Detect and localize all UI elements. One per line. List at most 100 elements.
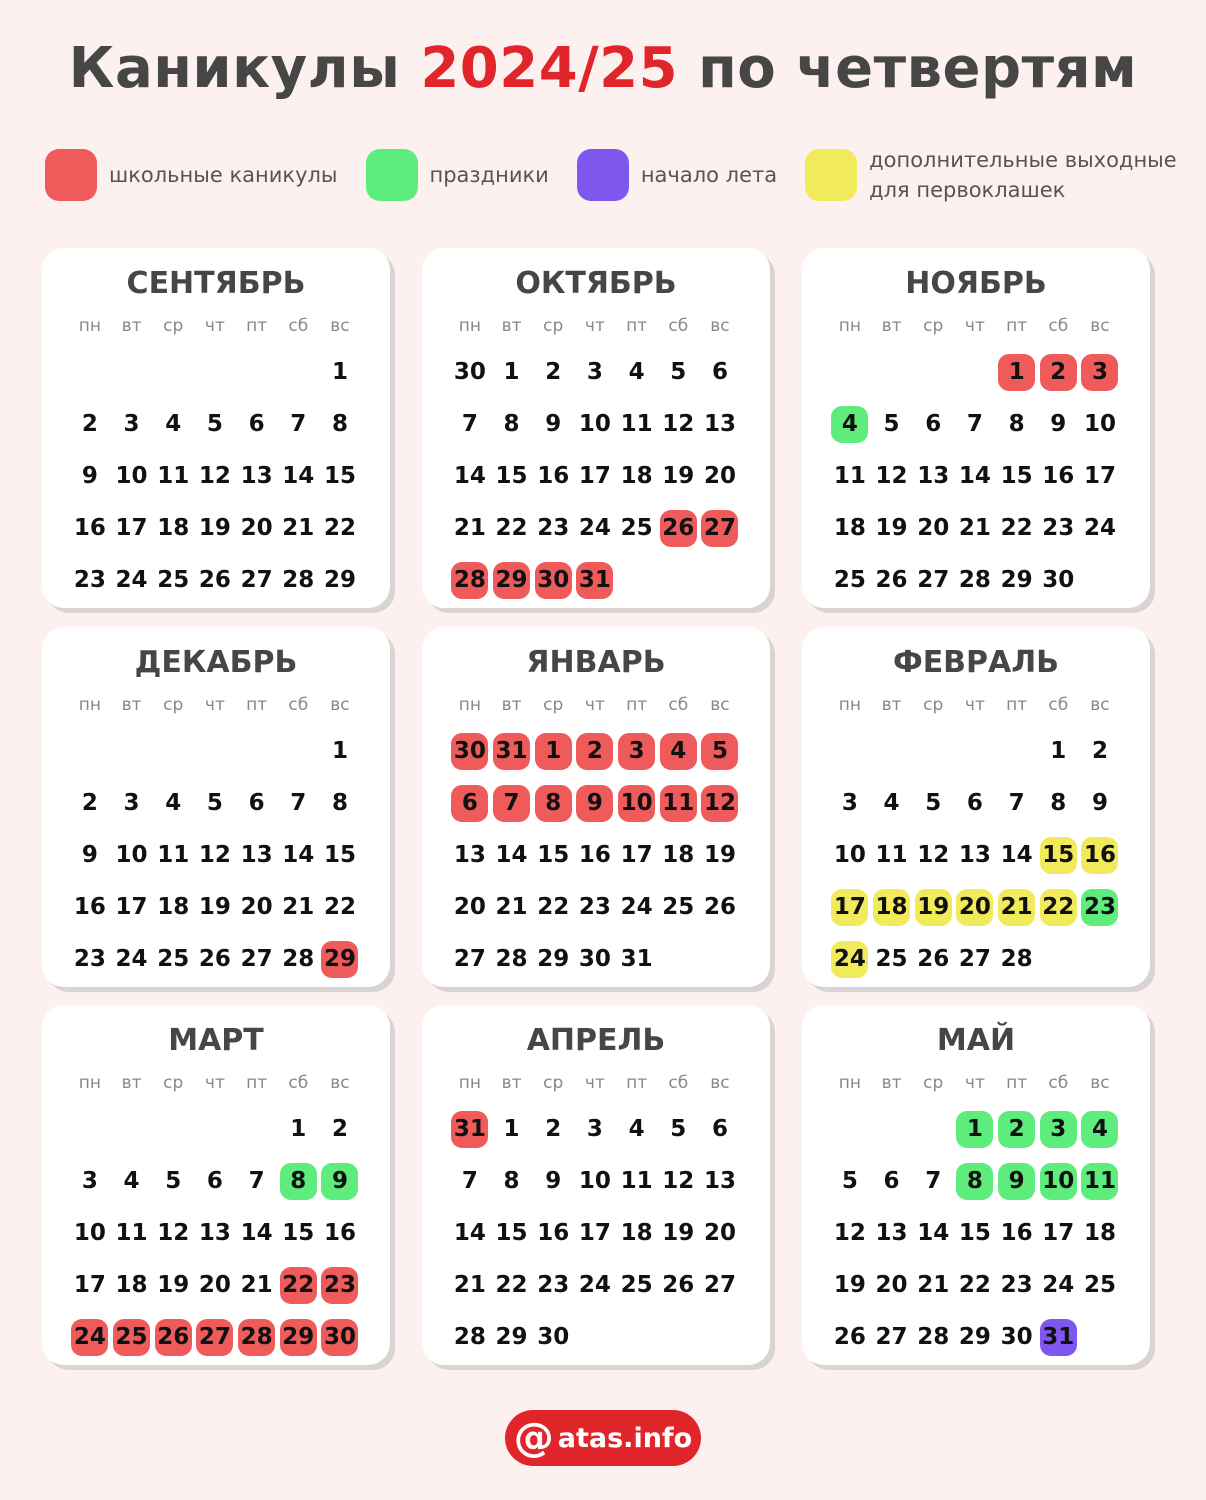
- day-cell: 17: [73, 1272, 106, 1298]
- day-cell: 28: [453, 1324, 486, 1350]
- day-cell-holiday: 2: [996, 1103, 1038, 1155]
- day-cell-vacation: 1: [996, 346, 1038, 398]
- weekday-label: сб: [1048, 1073, 1069, 1093]
- empty-cell: [1079, 1311, 1121, 1363]
- day-cell: 22: [495, 1272, 528, 1298]
- day-cell: 8: [331, 790, 348, 816]
- empty-cell: [699, 1311, 741, 1363]
- empty-cell: [912, 346, 954, 398]
- weekday-label: пт: [1006, 316, 1028, 336]
- month-card: МАЙ пн вт ср чт пт сб вс 1 2 3 4 5 6 7 8 9 10 11 12 13 14 15 16…: [802, 1005, 1150, 1365]
- weekday-label: пт: [626, 695, 648, 715]
- day-cell-vacation: 28: [449, 554, 491, 606]
- day-cell: 25: [157, 567, 190, 593]
- day-cell: 25: [875, 946, 908, 972]
- day-cell-vacation: 10: [616, 777, 658, 829]
- day-cell: 26: [703, 894, 736, 920]
- empty-cell: [699, 554, 741, 606]
- weekday-label: сб: [668, 316, 689, 336]
- day-cell: 9: [545, 411, 562, 437]
- day-cell: 14: [1000, 842, 1033, 868]
- day-cell: 14: [495, 842, 528, 868]
- empty-cell: [699, 933, 741, 985]
- day-cell: 22: [537, 894, 570, 920]
- day-cell: 22: [958, 1272, 991, 1298]
- day-cell-vacation: 22: [277, 1259, 319, 1311]
- weekday-label: вс: [1090, 695, 1110, 715]
- day-cell-vacation: 9: [574, 777, 616, 829]
- day-cell-holiday: 23: [1079, 881, 1121, 933]
- empty-cell: [111, 725, 153, 777]
- day-cell: 13: [198, 1220, 231, 1246]
- day-cell: 16: [1000, 1220, 1033, 1246]
- day-cell: 22: [323, 515, 356, 541]
- atas-logo[interactable]: @ atas.info: [505, 1410, 701, 1466]
- day-cell: 28: [495, 946, 528, 972]
- month-name: СЕНТЯБРЬ: [126, 266, 306, 301]
- empty-cell: [236, 346, 278, 398]
- day-cell-holiday: 9: [996, 1155, 1038, 1207]
- day-cell: 5: [841, 1168, 858, 1194]
- day-cell: 27: [240, 567, 273, 593]
- weekday-label: чт: [964, 695, 985, 715]
- day-cell: 15: [1000, 463, 1033, 489]
- day-cell: 21: [958, 515, 991, 541]
- empty-cell: [69, 1103, 111, 1155]
- day-cell: 27: [958, 946, 991, 972]
- legend-swatch: [576, 149, 629, 201]
- day-cell: 8: [331, 411, 348, 437]
- weekday-label: вт: [501, 695, 522, 715]
- legend-swatch: [805, 149, 858, 201]
- weekday-label: ср: [543, 695, 564, 715]
- weekday-label: чт: [964, 316, 985, 336]
- day-cell: 2: [331, 1116, 348, 1142]
- day-cell: 9: [81, 842, 98, 868]
- day-cell: 7: [461, 411, 478, 437]
- day-cell: 16: [537, 1220, 570, 1246]
- day-cell: 1: [503, 359, 520, 385]
- day-cell: 10: [115, 463, 148, 489]
- weekday-label: вс: [330, 316, 350, 336]
- day-cell: 8: [503, 1168, 520, 1194]
- empty-cell: [277, 346, 319, 398]
- day-cell-extra: 24: [829, 933, 871, 985]
- day-cell: 29: [537, 946, 570, 972]
- day-cell-holiday: 4: [1079, 1103, 1121, 1155]
- empty-cell: [152, 1103, 194, 1155]
- month-grid: пн вт ср чт пт сб вс 30 31 1 2 3 4 5 6 7 8 9 10 11 12 13 14 15 1…: [449, 685, 770, 985]
- day-cell: 26: [833, 1324, 866, 1350]
- weekday-label: ср: [543, 316, 564, 336]
- empty-cell: [69, 725, 111, 777]
- day-cell: 19: [833, 1272, 866, 1298]
- day-cell: 20: [917, 515, 950, 541]
- month-grid: пн вт ср чт пт сб вс 1 2 3 4 5 6 7 8 9 10 11 12 13 14 15 16 17 1…: [829, 306, 1150, 606]
- day-cell: 8: [503, 411, 520, 437]
- day-cell: 25: [620, 1272, 653, 1298]
- empty-cell: [871, 1103, 913, 1155]
- legend-swatch: [45, 149, 97, 201]
- weekday-label: пн: [458, 695, 481, 715]
- day-cell: 3: [123, 411, 140, 437]
- weekday-label: вт: [501, 316, 522, 336]
- day-cell: 20: [703, 1220, 736, 1246]
- day-cell: 4: [165, 411, 182, 437]
- day-cell: 7: [290, 790, 307, 816]
- empty-cell: [616, 554, 658, 606]
- day-cell: 18: [662, 842, 695, 868]
- month-name: ДЕКАБРЬ: [134, 645, 298, 680]
- month-name: МАЙ: [936, 1023, 1016, 1058]
- day-cell: 19: [198, 894, 231, 920]
- day-cell: 24: [1042, 1272, 1075, 1298]
- day-cell-vacation: 27: [194, 1311, 236, 1363]
- weekday-label: вс: [1090, 316, 1110, 336]
- day-cell: 17: [1042, 1220, 1075, 1246]
- day-cell: 25: [833, 567, 866, 593]
- day-cell: 30: [453, 359, 486, 385]
- day-cell-holiday: 4: [829, 398, 871, 450]
- day-cell-holiday: 9: [319, 1155, 361, 1207]
- day-cell: 11: [157, 842, 190, 868]
- day-cell: 6: [248, 411, 265, 437]
- day-cell: 28: [917, 1324, 950, 1350]
- day-cell: 5: [670, 359, 687, 385]
- day-cell: 13: [240, 842, 273, 868]
